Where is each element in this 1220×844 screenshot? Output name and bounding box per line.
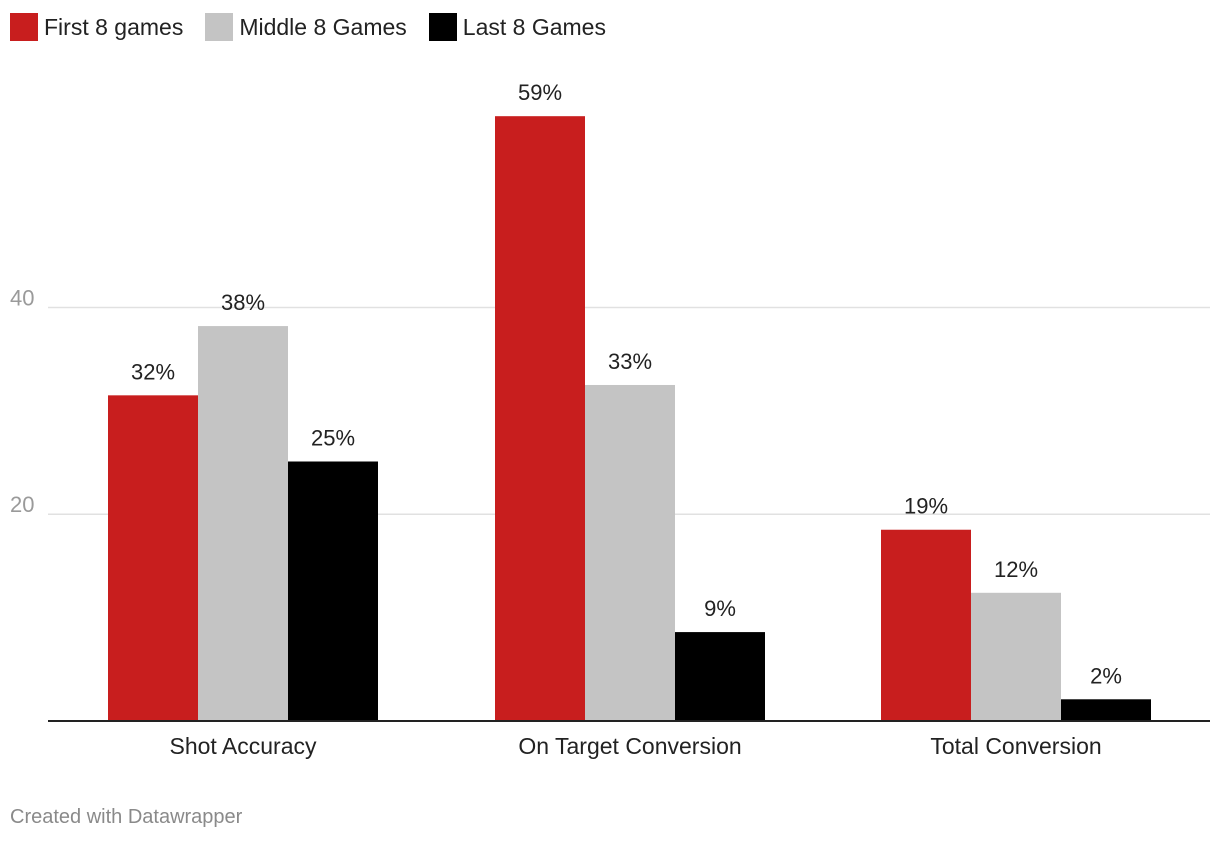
legend-label: Last 8 Games: [462, 13, 606, 40]
data-label: 2%: [1090, 663, 1122, 688]
x-tick-label: On Target Conversion: [518, 733, 741, 759]
y-tick-label: 40: [10, 285, 34, 310]
data-label: 9%: [704, 596, 736, 621]
x-tick-label: Shot Accuracy: [169, 733, 317, 759]
data-label: 59%: [518, 80, 562, 105]
legend-item: Middle 8 Games: [205, 13, 407, 41]
legend-swatch: [10, 13, 38, 41]
legend-label: Middle 8 Games: [239, 13, 407, 40]
bar: [971, 592, 1061, 721]
bar: [585, 384, 675, 721]
data-label: 19%: [904, 494, 948, 519]
bar: [288, 461, 378, 721]
bar: [495, 116, 585, 721]
legend-swatch: [205, 13, 234, 41]
footer-credit: Created with Datawrapper: [10, 806, 243, 828]
data-label: 25%: [311, 425, 355, 450]
bar: [198, 326, 288, 721]
data-label: 32%: [131, 359, 175, 384]
bar: [1061, 699, 1151, 721]
bar: [108, 395, 198, 721]
legend-label: First 8 games: [44, 13, 184, 40]
legend-item: First 8 games: [10, 13, 183, 41]
legend-swatch: [428, 13, 457, 41]
bar: [881, 529, 971, 721]
legend-item: Last 8 Games: [428, 13, 606, 41]
bar: [675, 632, 765, 721]
data-label: 12%: [994, 557, 1038, 582]
x-tick-label: Total Conversion: [930, 733, 1101, 759]
legend: First 8 games Middle 8 Games Last 8 Games: [10, 12, 628, 42]
y-tick-label: 20: [10, 492, 34, 517]
data-label: 38%: [221, 290, 265, 315]
data-label: 33%: [608, 349, 652, 374]
